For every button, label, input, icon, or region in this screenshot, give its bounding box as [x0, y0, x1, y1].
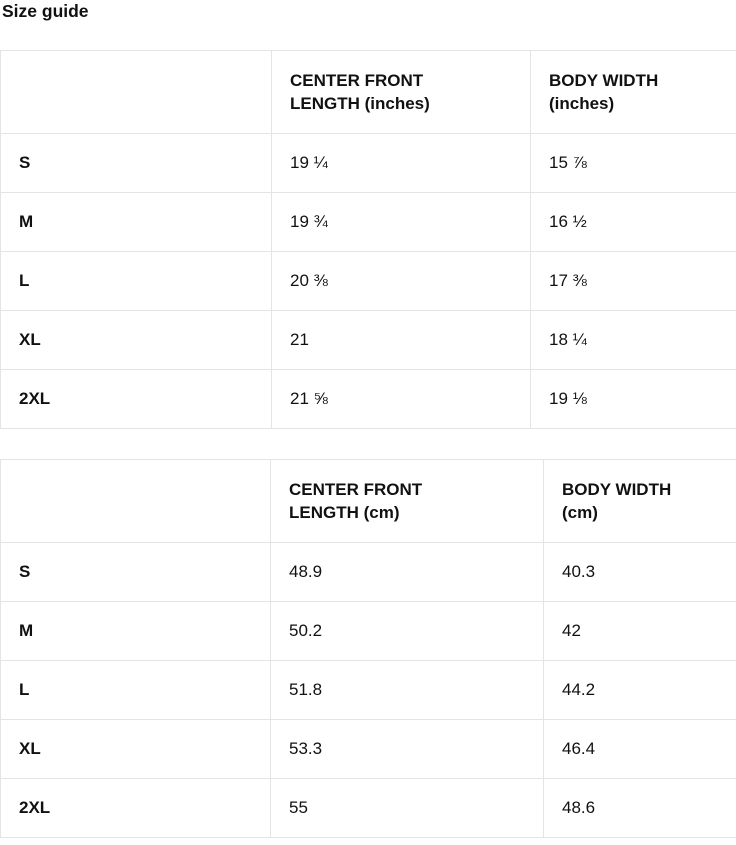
- body-width-value: 15 ⅞: [531, 134, 736, 193]
- corner-cell: [1, 460, 271, 543]
- size-label: 2XL: [1, 779, 271, 838]
- size-table-cm: CENTER FRONT LENGTH (cm) BODY WIDTH (cm)…: [0, 459, 736, 838]
- table-row: 2XL 55 48.6: [1, 779, 736, 838]
- size-label: S: [1, 543, 271, 602]
- size-table-inches: CENTER FRONT LENGTH (inches) BODY WIDTH …: [0, 50, 736, 429]
- body-width-value: 17 ⅜: [531, 252, 736, 311]
- column-header-center-front-length-inches: CENTER FRONT LENGTH (inches): [272, 51, 531, 134]
- body-width-value: 44.2: [544, 661, 736, 720]
- column-header-center-front-length-cm: CENTER FRONT LENGTH (cm): [271, 460, 544, 543]
- size-label: L: [1, 661, 271, 720]
- table-row: L 20 ⅜ 17 ⅜: [1, 252, 736, 311]
- center-front-length-value: 48.9: [271, 543, 544, 602]
- page-title: Size guide: [2, 1, 736, 22]
- body-width-value: 19 ⅛: [531, 370, 736, 429]
- center-front-length-value: 21: [272, 311, 531, 370]
- table-row: S 48.9 40.3: [1, 543, 736, 602]
- center-front-length-value: 51.8: [271, 661, 544, 720]
- body-width-value: 42: [544, 602, 736, 661]
- table-row: XL 53.3 46.4: [1, 720, 736, 779]
- header-row: CENTER FRONT LENGTH (inches) BODY WIDTH …: [1, 51, 736, 134]
- body-width-value: 46.4: [544, 720, 736, 779]
- header-row: CENTER FRONT LENGTH (cm) BODY WIDTH (cm): [1, 460, 736, 543]
- center-front-length-value: 20 ⅜: [272, 252, 531, 311]
- table-row: 2XL 21 ⅝ 19 ⅛: [1, 370, 736, 429]
- corner-cell: [1, 51, 272, 134]
- table-row: L 51.8 44.2: [1, 661, 736, 720]
- center-front-length-value: 19 ¼: [272, 134, 531, 193]
- size-label: 2XL: [1, 370, 272, 429]
- body-width-value: 40.3: [544, 543, 736, 602]
- table-row: M 19 ¾ 16 ½: [1, 193, 736, 252]
- body-width-value: 16 ½: [531, 193, 736, 252]
- size-label: M: [1, 602, 271, 661]
- center-front-length-value: 55: [271, 779, 544, 838]
- body-width-value: 48.6: [544, 779, 736, 838]
- center-front-length-value: 21 ⅝: [272, 370, 531, 429]
- size-label: XL: [1, 311, 272, 370]
- size-label: M: [1, 193, 272, 252]
- center-front-length-value: 50.2: [271, 602, 544, 661]
- size-label: L: [1, 252, 272, 311]
- table-row: M 50.2 42: [1, 602, 736, 661]
- table-row: XL 21 18 ¼: [1, 311, 736, 370]
- column-header-body-width-cm: BODY WIDTH (cm): [544, 460, 736, 543]
- center-front-length-value: 19 ¾: [272, 193, 531, 252]
- table-row: S 19 ¼ 15 ⅞: [1, 134, 736, 193]
- center-front-length-value: 53.3: [271, 720, 544, 779]
- column-header-body-width-inches: BODY WIDTH (inches): [531, 51, 736, 134]
- size-label: XL: [1, 720, 271, 779]
- size-label: S: [1, 134, 272, 193]
- body-width-value: 18 ¼: [531, 311, 736, 370]
